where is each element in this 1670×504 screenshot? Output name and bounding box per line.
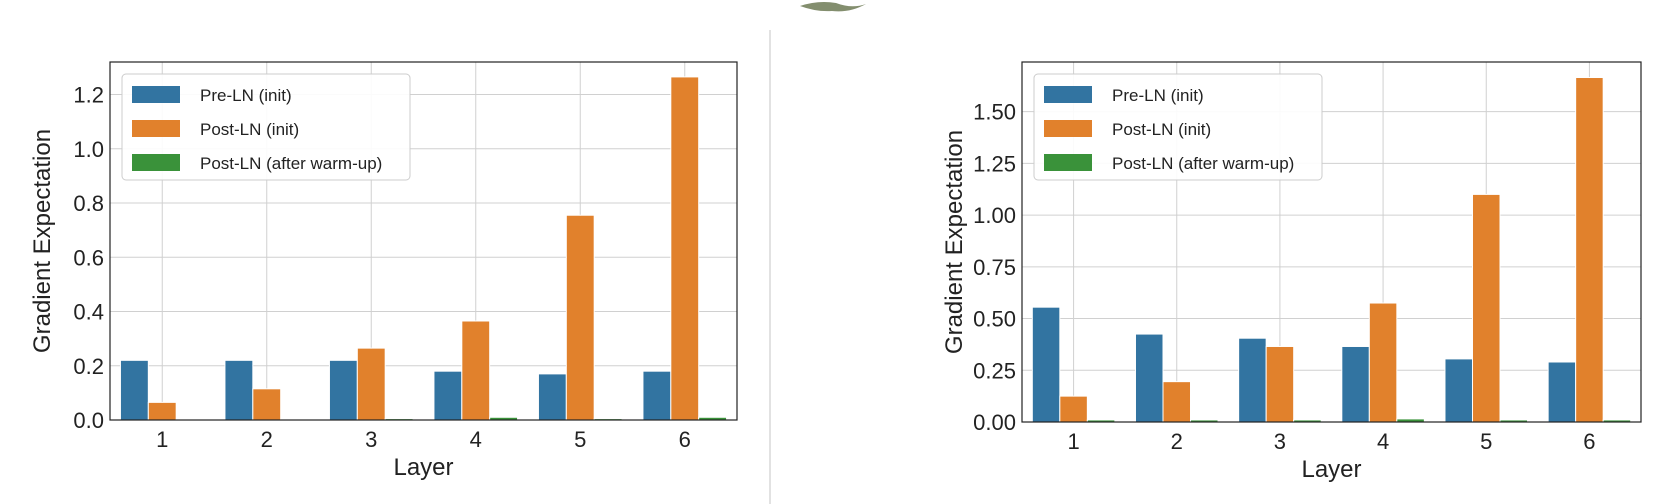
top-decoration bbox=[800, 2, 866, 12]
plot-frame bbox=[109, 61, 738, 421]
legend: Pre-LN (init) Post-LN (init) Post-LN (afte… bbox=[1033, 73, 1323, 181]
y-tick-label: 0.75 bbox=[973, 255, 1016, 280]
legend-swatch bbox=[1044, 120, 1092, 137]
x-tick-label: 2 bbox=[261, 427, 273, 452]
bar-post-ln-init-layer-4 bbox=[461, 320, 491, 421]
chart-left: 0.0 0.2 0.4 0.6 0.8 1.0 1.2 1 2 3 4 5 6 Layer Gradient… bbox=[29, 61, 738, 481]
y-axis-label: Gradient Expectation bbox=[941, 130, 968, 354]
legend-entry-label: Pre-LN (init) bbox=[1112, 86, 1204, 105]
bar-pre-ln-init-layer-3 bbox=[1238, 337, 1267, 423]
legend-swatch bbox=[1044, 154, 1092, 171]
chart-right: 0.00 0.25 0.50 0.75 1.00 1.25 1.50 1 2 3 4 5 6 Layer G… bbox=[941, 61, 1642, 483]
bar-post-ln-init-layer-1 bbox=[1059, 395, 1088, 423]
x-tick-label: 3 bbox=[365, 427, 377, 452]
legend-swatch bbox=[132, 120, 180, 137]
y-tick-label: 0.4 bbox=[73, 300, 104, 325]
x-tick-label: 1 bbox=[1067, 429, 1079, 454]
legend-box bbox=[121, 73, 411, 181]
bar-pre-ln-init-layer-6 bbox=[642, 370, 672, 421]
y-tick-label: 0.0 bbox=[73, 408, 104, 433]
legend-entry-label: Pre-LN (init) bbox=[200, 86, 292, 105]
y-tick-label: 1.00 bbox=[973, 203, 1016, 228]
x-tick-label: 4 bbox=[470, 427, 482, 452]
bar-post-ln-init-layer-1 bbox=[147, 401, 177, 421]
y-tick-label: 0.25 bbox=[973, 358, 1016, 383]
bar-pre-ln-init-layer-4 bbox=[1341, 345, 1370, 423]
y-tick-label: 0.8 bbox=[73, 191, 104, 216]
x-axis-label: Layer bbox=[1301, 456, 1361, 483]
bar-post-ln-init-layer-3 bbox=[356, 347, 386, 421]
bar-post-ln-init-layer-4 bbox=[1368, 302, 1398, 423]
y-tick-label: 0.2 bbox=[73, 354, 104, 379]
legend-entry-label: Post-LN (init) bbox=[200, 120, 299, 139]
bar-post-ln-init-layer-6 bbox=[670, 76, 700, 421]
x-tick-label: 3 bbox=[1274, 429, 1286, 454]
legend-entry-label: Post-LN (init) bbox=[1112, 120, 1211, 139]
y-tick-label: 0.6 bbox=[73, 245, 104, 270]
y-tick-label: 1.50 bbox=[973, 100, 1016, 125]
bar-pre-ln-init-layer-1 bbox=[119, 359, 149, 421]
bar-post-ln-init-layer-2 bbox=[252, 388, 282, 421]
x-tick-label: 6 bbox=[1583, 429, 1595, 454]
x-tick-label: 1 bbox=[156, 427, 168, 452]
bar-post-ln-init-layer-5 bbox=[565, 214, 595, 421]
bar-pre-ln-init-layer-5 bbox=[1444, 358, 1473, 423]
legend-box bbox=[1033, 73, 1323, 181]
legend-swatch bbox=[132, 154, 180, 171]
y-tick-label: 0.00 bbox=[973, 410, 1016, 435]
x-tick-label: 4 bbox=[1377, 429, 1389, 454]
y-tick-label: 1.25 bbox=[973, 151, 1016, 176]
bar-pre-ln-init-layer-5 bbox=[537, 373, 567, 421]
bar-post-ln-init-layer-6 bbox=[1575, 77, 1604, 423]
y-tick-label: 0.50 bbox=[973, 307, 1016, 332]
bar-pre-ln-init-layer-2 bbox=[1134, 333, 1164, 423]
legend-entry-label: Post-LN (after warm-up) bbox=[1112, 154, 1294, 173]
bar-post-ln-init-layer-3 bbox=[1265, 345, 1295, 423]
y-tick-label: 1.0 bbox=[73, 137, 104, 162]
x-axis-label: Layer bbox=[393, 454, 453, 481]
y-axis-label: Gradient Expectation bbox=[29, 129, 56, 353]
bar-pre-ln-init-layer-4 bbox=[433, 370, 463, 421]
x-tick-label: 5 bbox=[1480, 429, 1492, 454]
bar-pre-ln-init-layer-1 bbox=[1031, 306, 1061, 423]
x-tick-label: 6 bbox=[679, 427, 691, 452]
bar-pre-ln-init-layer-3 bbox=[328, 359, 358, 421]
x-tick-label: 2 bbox=[1171, 429, 1183, 454]
y-tick-label: 1.2 bbox=[73, 83, 104, 108]
bar-pre-ln-init-layer-6 bbox=[1547, 361, 1577, 423]
legend-swatch bbox=[132, 86, 180, 103]
bar-post-ln-init-layer-5 bbox=[1471, 193, 1501, 423]
legend: Pre-LN (init) Post-LN (init) Post-LN (afte… bbox=[121, 73, 411, 181]
bar-post-ln-init-layer-2 bbox=[1162, 381, 1192, 423]
bar-pre-ln-init-layer-2 bbox=[224, 359, 254, 421]
legend-swatch bbox=[1044, 86, 1092, 103]
legend-entry-label: Post-LN (after warm-up) bbox=[200, 154, 382, 173]
x-tick-label: 5 bbox=[574, 427, 586, 452]
plot-frame bbox=[1021, 61, 1642, 423]
